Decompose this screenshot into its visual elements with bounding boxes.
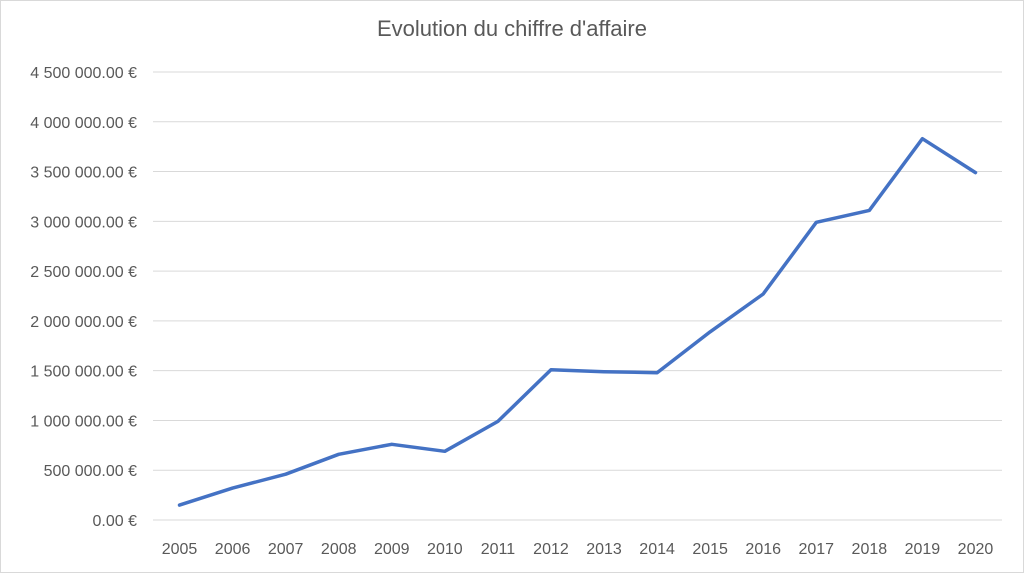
data-point [919,136,925,142]
data-point [177,502,183,508]
data-point [389,441,395,447]
x-tick-label: 2008 [321,541,357,558]
x-tick-label: 2012 [533,541,569,558]
y-tick-label: 4 000 000.00 € [30,115,137,132]
y-tick-label: 2 000 000.00 € [30,314,137,331]
x-tick-label: 2007 [268,541,304,558]
chart-title: Evolution du chiffre d'affaire [376,16,647,41]
data-point [707,329,713,335]
x-tick-label: 2011 [481,541,516,558]
y-tick-label: 3 500 000.00 € [30,165,137,182]
data-point [336,451,342,457]
y-tick-label: 1 500 000.00 € [30,364,137,381]
x-tick-label: 2015 [692,541,728,558]
x-tick-label: 2010 [427,541,463,558]
x-tick-label: 2020 [958,541,994,558]
x-tick-label: 2017 [798,541,834,558]
series-line [177,136,978,507]
y-tick-label: 1 000 000.00 € [30,413,137,430]
data-point [654,370,660,376]
y-tick-label: 0.00 € [93,513,138,530]
x-tick-label: 2009 [374,541,410,558]
x-tick-label: 2006 [215,541,251,558]
x-tick-label: 2013 [586,541,622,558]
x-tick-label: 2005 [162,541,198,558]
data-point [972,170,978,176]
x-tick-label: 2019 [905,541,941,558]
y-tick-label: 3 000 000.00 € [30,214,137,231]
data-point [866,207,872,213]
data-point [548,367,554,373]
data-point [230,485,236,491]
y-tick-label: 4 500 000.00 € [30,65,137,82]
x-tick-label: 2014 [639,541,675,558]
data-point [495,418,501,424]
y-tick-label: 500 000.00 € [44,463,138,480]
x-tick-label: 2016 [745,541,781,558]
data-point [760,291,766,297]
data-point [283,471,289,477]
data-point [601,369,607,375]
x-tick-label: 2018 [852,541,888,558]
y-tick-label: 2 500 000.00 € [30,264,137,281]
data-point [813,219,819,225]
data-point [442,448,448,454]
